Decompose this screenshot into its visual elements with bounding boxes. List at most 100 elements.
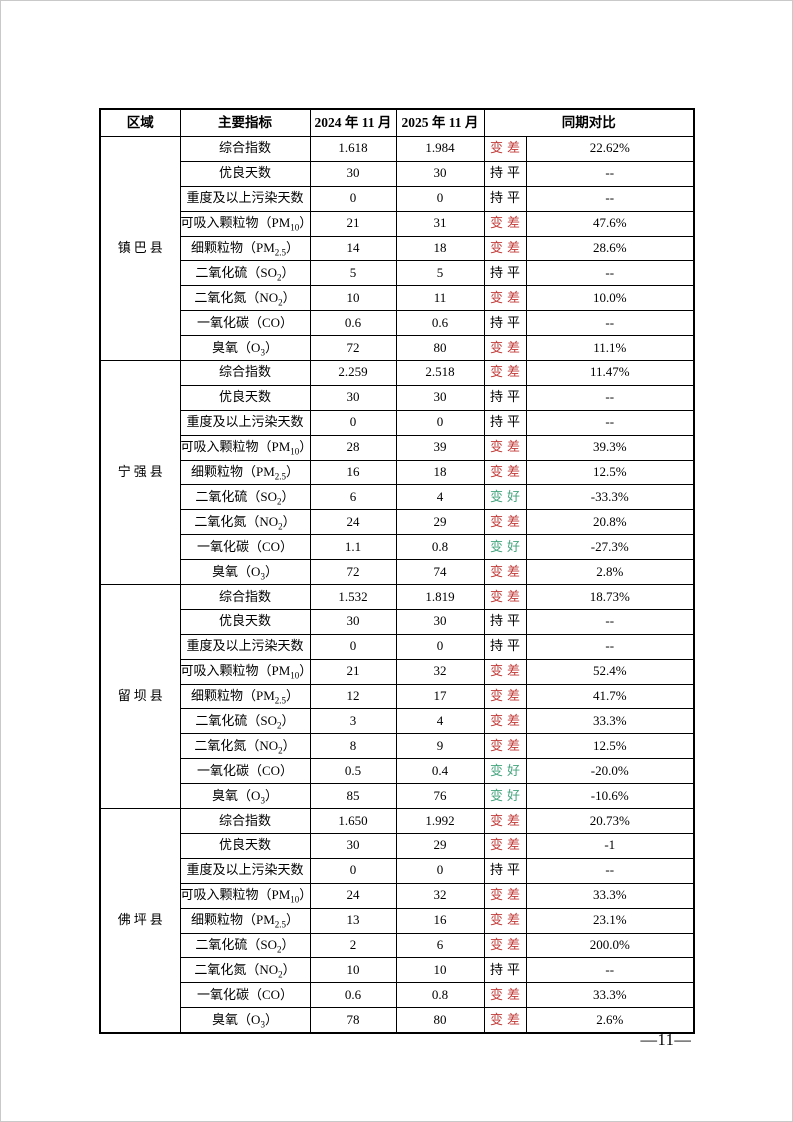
indicator-text: 一氧化碳（CO）	[196, 538, 294, 554]
indicator-text: 可吸入颗粒物（PM	[180, 663, 291, 679]
change-percent: 2.8%	[525, 559, 695, 586]
value-2025: 32	[395, 882, 485, 909]
value-2025: 4	[395, 708, 485, 735]
indicator-label: 臭氧（O3）	[179, 783, 311, 810]
indicator-label: 重度及以上污染天数	[179, 633, 311, 660]
indicator-label: 优良天数	[179, 608, 311, 635]
value-2025: 0	[395, 409, 485, 436]
table-header: 区域 主要指标 2024 年 11 月 2025 年 11 月 同期对比	[99, 108, 695, 137]
trend-status: 变差	[483, 360, 527, 386]
change-percent: --	[525, 260, 695, 287]
indicator-text-close: ）	[282, 289, 296, 305]
value-2025: 0	[395, 185, 485, 212]
change-percent: --	[525, 160, 695, 187]
value-2025: 18	[395, 459, 485, 486]
change-percent: 33.3%	[525, 982, 695, 1009]
indicator-subscript: 2	[278, 745, 283, 756]
indicator-subscript: 3	[260, 795, 265, 806]
trend-status: 变好	[483, 484, 527, 511]
indicator-text: 可吸入颗粒物（PM	[180, 215, 291, 231]
trend-status: 变差	[483, 683, 527, 710]
indicator-label: 细颗粒物（PM2.5）	[179, 907, 311, 934]
change-percent: 200.0%	[525, 932, 695, 959]
value-2025: 0.6	[395, 310, 485, 337]
table-row: 重度及以上污染天数 0 0 持平 --	[100, 857, 695, 884]
indicator-subscript: 2	[277, 944, 282, 955]
value-2025: 6	[395, 932, 485, 959]
value-2024: 2	[309, 932, 397, 959]
indicator-subscript: 10	[290, 894, 300, 905]
value-2024: 2.259	[309, 360, 397, 386]
indicator-subscript: 2	[278, 521, 283, 532]
trend-status: 变差	[483, 509, 527, 536]
indicator-text-close: ）	[286, 912, 300, 928]
indicator-label: 二氧化硫（SO2）	[179, 484, 311, 511]
change-percent: --	[525, 857, 695, 884]
indicator-label: 综合指数	[179, 584, 311, 610]
table-row: 留坝县 综合指数 1.532 1.819 变差 18.73%	[99, 584, 695, 810]
value-2025: 31	[395, 210, 485, 237]
value-2024: 21	[309, 658, 397, 685]
indicator-label: 可吸入颗粒物（PM10）	[179, 882, 311, 909]
change-percent: --	[525, 409, 695, 436]
value-2025: 0	[395, 857, 485, 884]
table-row: 宁强县 综合指数 2.259 2.518 变差 11.47%	[99, 360, 695, 586]
indicator-label: 二氧化氮（NO2）	[179, 957, 311, 984]
change-percent: 12.5%	[525, 733, 695, 760]
value-2025: 16	[395, 907, 485, 934]
indicator-text-close: ）	[299, 215, 309, 230]
indicator-label: 综合指数	[179, 136, 311, 162]
indicator-text-close: ）	[281, 936, 295, 952]
change-percent: 10.0%	[525, 285, 695, 312]
value-2025: 0.8	[395, 534, 485, 561]
table-row: 二氧化硫（SO2） 6 4 变好 -33.3%	[100, 484, 695, 511]
air-quality-table: 区域 主要指标 2024 年 11 月 2025 年 11 月 同期对比 镇巴县…	[99, 108, 695, 1035]
indicator-label: 一氧化碳（CO）	[179, 758, 311, 785]
indicator-label: 综合指数	[179, 360, 311, 386]
indicator-text: 臭氧（O	[212, 339, 261, 355]
table-header-region: 区域	[99, 108, 181, 137]
value-2024: 30	[309, 160, 397, 187]
value-2025: 29	[395, 832, 485, 859]
value-2024: 14	[309, 235, 397, 262]
change-percent: -1	[525, 832, 695, 859]
value-2024: 30	[309, 384, 397, 411]
value-2025: 17	[395, 683, 485, 710]
table-header-2024: 2024 年 11 月	[309, 108, 397, 137]
indicator-label: 二氧化氮（NO2）	[179, 285, 311, 312]
value-2024: 0.6	[309, 982, 397, 1009]
indicator-subscript: 2.5	[274, 695, 287, 706]
indicator-text: 臭氧（O	[212, 1011, 261, 1027]
value-2024: 72	[309, 559, 397, 586]
indicator-text: 臭氧（O	[212, 787, 261, 803]
table-row: 二氧化硫（SO2） 3 4 变差 33.3%	[100, 708, 695, 735]
indicator-text: 综合指数	[218, 812, 271, 828]
value-2024: 10	[309, 957, 397, 984]
trend-status: 变差	[483, 459, 527, 486]
change-percent: 20.8%	[525, 509, 695, 536]
indicator-subscript: 3	[260, 571, 265, 582]
table-body: 镇巴县 综合指数 1.618 1.984 变差 22.62% 优良天数 30 30 持平 -- 重度及…	[99, 135, 695, 1034]
change-percent: 33.3%	[525, 882, 695, 909]
indicator-label: 优良天数	[179, 160, 311, 187]
change-percent: --	[525, 310, 695, 337]
indicator-subscript: 3	[260, 1019, 265, 1030]
indicator-label: 二氧化硫（SO2）	[179, 708, 311, 735]
region-name: 佛坪县	[99, 808, 181, 1034]
table-row: 重度及以上污染天数 0 0 持平 --	[100, 633, 695, 660]
indicator-label: 臭氧（O3）	[179, 559, 311, 586]
trend-status: 持平	[483, 857, 527, 884]
indicator-text-close: ）	[264, 787, 278, 803]
value-2024: 78	[309, 1007, 397, 1034]
value-2025: 74	[395, 559, 485, 586]
table-header-compare: 同期对比	[483, 108, 695, 137]
trend-status: 持平	[483, 384, 527, 411]
table-row: 二氧化氮（NO2） 10 10 持平 --	[100, 957, 695, 984]
indicator-label: 重度及以上污染天数	[179, 185, 311, 212]
value-2025: 18	[395, 235, 485, 262]
indicator-subscript: 2	[277, 496, 282, 507]
table-header-indicator: 主要指标	[179, 108, 311, 137]
